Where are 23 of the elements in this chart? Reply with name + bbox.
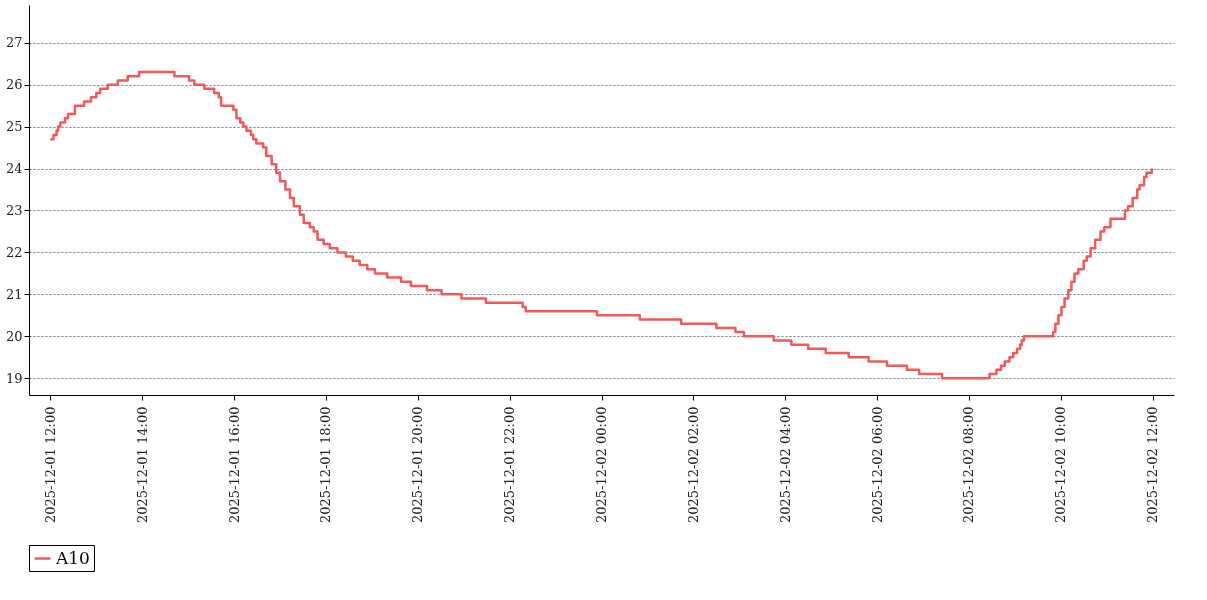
x-tick-label: 2025-12-02 04:00	[777, 406, 793, 524]
x-tick-label: 2025-12-02 12:00	[1145, 406, 1161, 524]
x-tick-label: 2025-12-02 06:00	[869, 406, 885, 524]
y-tick-label: 19	[5, 370, 23, 386]
x-tick-label: 2025-12-02 08:00	[961, 406, 977, 524]
x-tick-label: 2025-12-02 10:00	[1053, 406, 1069, 524]
y-tick-label: 27	[5, 35, 23, 51]
x-tick-label: 2025-12-01 22:00	[502, 406, 518, 524]
x-tick-label: 2025-12-02 00:00	[594, 406, 609, 524]
y-tick-label: 23	[5, 202, 23, 218]
legend-label: A10	[55, 547, 90, 568]
y-tick-label: 22	[5, 244, 23, 260]
y-tick-label: 25	[5, 119, 23, 135]
x-tick-label: 2025-12-01 12:00	[42, 406, 58, 524]
y-tick-label: 26	[5, 77, 23, 93]
x-tick-label: 2025-12-02 02:00	[685, 406, 701, 524]
x-tick-label: 2025-12-01 20:00	[410, 406, 426, 524]
y-tick-label: 21	[5, 286, 23, 302]
x-tick-label: 2025-12-01 16:00	[226, 406, 242, 524]
y-tick-label: 20	[5, 328, 23, 344]
x-tick-label: 2025-12-01 18:00	[318, 406, 334, 524]
y-tick-label: 24	[5, 161, 23, 177]
x-tick-label: 2025-12-01 14:00	[134, 406, 150, 524]
